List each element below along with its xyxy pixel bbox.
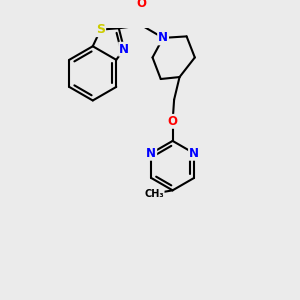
Text: N: N — [189, 147, 199, 160]
Text: N: N — [119, 43, 129, 56]
Text: S: S — [96, 23, 105, 36]
Text: CH₃: CH₃ — [144, 189, 164, 199]
Text: N: N — [158, 32, 168, 44]
Text: O: O — [168, 115, 178, 128]
Text: N: N — [146, 147, 156, 160]
Text: O: O — [136, 0, 146, 10]
